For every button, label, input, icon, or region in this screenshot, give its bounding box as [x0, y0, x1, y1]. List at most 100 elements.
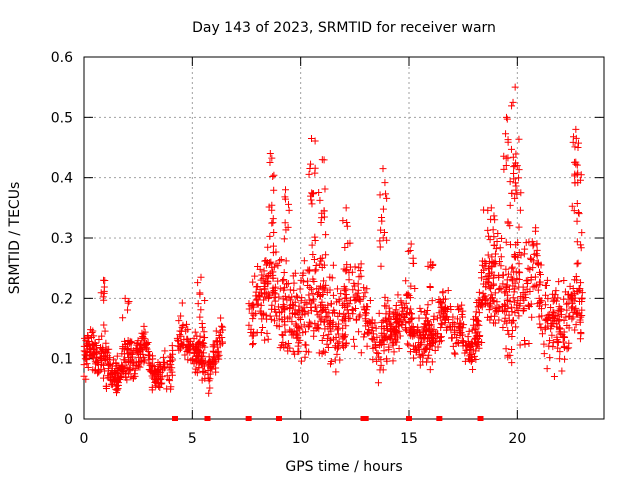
- y-axis-label: SRMTID / TECUs: [7, 182, 23, 295]
- data-point: [533, 240, 541, 248]
- data-point: [385, 343, 393, 351]
- data-point: [428, 331, 436, 339]
- data-point: [531, 227, 539, 235]
- data-point: [491, 216, 499, 224]
- x-tick-label: 15: [400, 431, 418, 447]
- data-point: [186, 341, 194, 349]
- data-point: [503, 115, 511, 123]
- data-point: [382, 190, 390, 198]
- data-point: [194, 279, 202, 287]
- data-point: [338, 341, 346, 349]
- data-point: [573, 238, 581, 246]
- data-point: [100, 361, 108, 369]
- data-point: [417, 307, 425, 315]
- data-point: [543, 365, 551, 373]
- data-point: [322, 251, 330, 259]
- data-point: [525, 238, 533, 246]
- data-point: [160, 364, 168, 372]
- data-point: [163, 372, 171, 380]
- data-point: [444, 287, 452, 295]
- data-point: [415, 333, 423, 341]
- data-point: [288, 318, 296, 326]
- data-point: [333, 285, 341, 293]
- data-point: [492, 245, 500, 253]
- data-point: [556, 355, 564, 363]
- data-point: [276, 285, 284, 293]
- data-point: [340, 283, 348, 291]
- data-point: [402, 299, 410, 307]
- data-point: [304, 281, 312, 289]
- data-point: [256, 265, 264, 273]
- data-point: [419, 335, 427, 343]
- data-point: [395, 344, 403, 352]
- data-point: [553, 336, 561, 344]
- data-point: [377, 262, 385, 270]
- data-point: [560, 276, 568, 284]
- data-point: [389, 357, 397, 365]
- data-point: [308, 134, 315, 142]
- data-point: [513, 190, 521, 198]
- data-point: [409, 332, 417, 340]
- data-point: [509, 294, 517, 302]
- data-point: [512, 323, 520, 331]
- data-point: [144, 339, 152, 347]
- data-point: [503, 276, 511, 284]
- data-point: [198, 320, 206, 328]
- data-point: [515, 249, 523, 257]
- data-point: [468, 356, 476, 364]
- data-point: [450, 349, 458, 357]
- data-point: [218, 322, 226, 330]
- data-point: [570, 297, 578, 305]
- data-point: [363, 342, 371, 350]
- data-point: [308, 200, 316, 208]
- data-point: [146, 366, 154, 374]
- data-point: [286, 304, 294, 312]
- data-point: [424, 301, 432, 309]
- data-point: [282, 280, 290, 288]
- data-point: [326, 273, 334, 281]
- data-point: [486, 316, 494, 324]
- data-point: [345, 269, 353, 277]
- data-point: [568, 202, 576, 210]
- data-point: [269, 173, 277, 181]
- data-point: [196, 357, 204, 365]
- data-point: [259, 275, 267, 283]
- data-point: [269, 242, 277, 250]
- data-point: [478, 300, 486, 308]
- data-point: [150, 375, 158, 383]
- data-point: [259, 311, 267, 319]
- data-point: [428, 297, 436, 305]
- data-point: [405, 341, 413, 349]
- data-point: [305, 267, 313, 275]
- data-point: [544, 295, 552, 303]
- data-point: [436, 299, 444, 307]
- data-point: [274, 262, 282, 270]
- data-point: [571, 143, 579, 151]
- data-point: [205, 377, 213, 385]
- data-point: [270, 289, 278, 297]
- data-point: [351, 282, 359, 290]
- data-point: [577, 328, 585, 336]
- data-point: [212, 364, 220, 372]
- data-point: [376, 338, 384, 346]
- data-point: [165, 375, 173, 383]
- data-point: [339, 217, 347, 225]
- data-point: [577, 244, 585, 252]
- data-point: [327, 300, 335, 308]
- data-point: [340, 265, 348, 273]
- data-point: [324, 323, 332, 331]
- data-point: [504, 136, 512, 144]
- data-point: [249, 278, 257, 286]
- data-point: [81, 348, 89, 356]
- data-point: [320, 207, 328, 215]
- data-point: [280, 286, 288, 294]
- data-point: [258, 271, 266, 279]
- data-point: [433, 334, 441, 342]
- data-point: [109, 356, 117, 364]
- data-point: [413, 328, 421, 336]
- data-point: [497, 262, 505, 270]
- data-point: [375, 353, 383, 361]
- data-point: [157, 369, 165, 377]
- data-point: [180, 336, 188, 344]
- data-point: [190, 335, 198, 343]
